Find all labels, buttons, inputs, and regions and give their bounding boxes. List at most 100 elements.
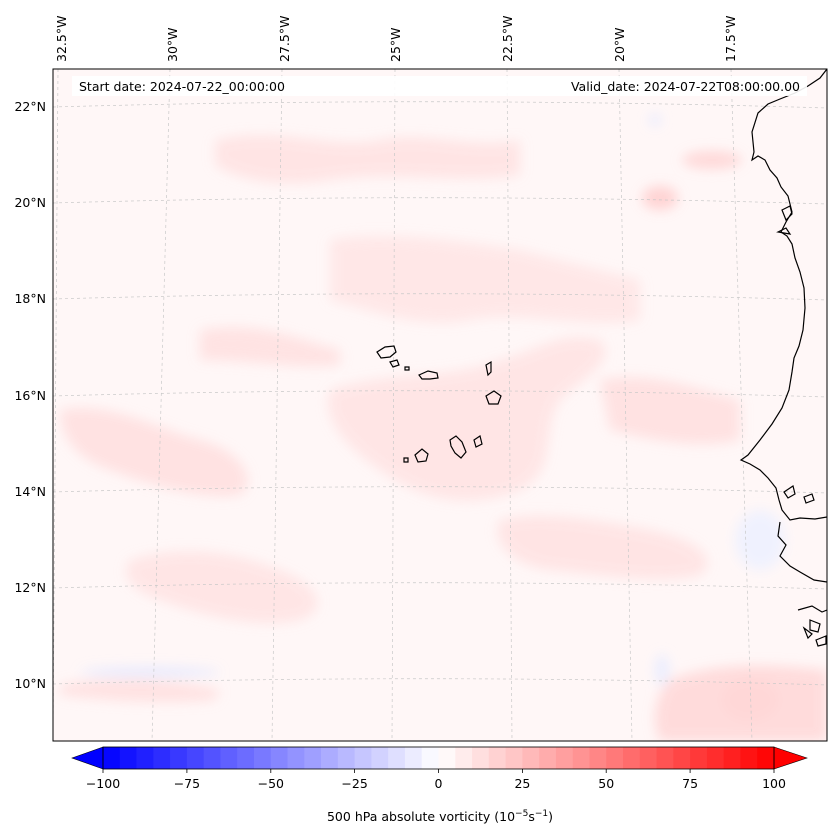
vorticity-field	[53, 69, 827, 741]
lon-label: 20°W	[612, 27, 627, 62]
africa-coastline	[739, 69, 827, 521]
gridline-lat	[53, 197, 827, 205]
colorbar-cell	[354, 747, 372, 769]
valid-date-label: Valid_date: 2024-07-22T08:00:00.00	[571, 79, 800, 94]
colorbar-cell	[321, 747, 339, 769]
gridline-lon	[53, 69, 59, 741]
vorticity-patch	[60, 679, 220, 703]
gridline-lon	[618, 69, 633, 741]
island-sao-vicente	[389, 359, 400, 368]
colorbar-cell	[656, 747, 674, 769]
island	[815, 635, 827, 647]
vorticity-patch	[642, 186, 678, 210]
colorbar-label: 500 hPa absolute vorticity (10−5s−1)	[327, 809, 553, 824]
colorbar-tick: −50	[258, 769, 284, 791]
lon-label: 25°W	[388, 27, 403, 62]
colorbar-cell	[304, 747, 322, 769]
island-santo-antao	[376, 345, 397, 359]
colorbar-tick: 100	[762, 769, 786, 791]
colorbar-cell	[555, 747, 574, 769]
vorticity-patch	[682, 151, 742, 169]
island-fogo	[414, 448, 429, 463]
vorticity-patch	[497, 515, 708, 580]
gridline-lon	[271, 69, 283, 741]
island-brava	[403, 457, 409, 463]
lat-label: 22°N	[14, 99, 46, 114]
map-panel: Start date: 2024-07-22_00:00:00 Valid_da…	[52, 68, 828, 742]
lat-label: 10°N	[14, 676, 46, 691]
colorbar-cell	[371, 747, 389, 769]
island	[802, 626, 813, 640]
coastline	[376, 69, 827, 647]
island	[803, 493, 815, 504]
colorbar-cell	[170, 747, 188, 769]
colorbar-cell	[186, 747, 205, 769]
colorbar-tick-label: 50	[598, 776, 614, 791]
colorbar-cell	[706, 747, 725, 769]
gridline-lat	[53, 390, 827, 398]
colorbar-extend-min	[71, 746, 104, 770]
colorbar-tick: 25	[514, 769, 530, 791]
vorticity-patch-negative	[649, 114, 661, 126]
colorbar-tick: 50	[598, 769, 614, 791]
colorbar-cell	[119, 747, 137, 769]
vorticity-patch-negative	[655, 654, 669, 686]
colorbar-tick-label: 100	[762, 776, 786, 791]
lon-label: 17.5°W	[723, 16, 738, 62]
colorbar-tick: −75	[174, 769, 200, 791]
gridline-lon	[730, 69, 753, 741]
vorticity-patch	[200, 327, 340, 367]
colorbar-cell	[337, 747, 356, 769]
graticule	[53, 69, 827, 741]
gridline-lon	[151, 69, 171, 741]
colorbar-extend-max	[773, 746, 808, 770]
latitude-labels: 22°N 20°N 18°N 16°N 14°N 12°N 10°N	[14, 99, 46, 691]
africa-coastline	[777, 521, 827, 583]
colorbar: −100 −75 −50 −25 0 25	[71, 746, 808, 824]
island	[783, 485, 796, 499]
colorbar-tick-label: −100	[86, 776, 120, 791]
colorbar-cell	[472, 747, 490, 769]
colorbar-label-end: )	[548, 809, 553, 824]
lat-label: 18°N	[14, 291, 46, 306]
vorticity-patch	[328, 337, 606, 501]
gridline-lat	[53, 582, 827, 590]
colorbar-cell	[455, 747, 473, 769]
island-santa-luzia	[404, 366, 410, 371]
date-strip	[72, 76, 807, 96]
gridline-lon	[506, 69, 513, 741]
island	[776, 227, 792, 235]
colorbar-tick-label: 0	[435, 776, 443, 791]
island-maio	[473, 435, 483, 448]
colorbar-cell	[103, 747, 121, 769]
colorbar-tick: 0	[435, 769, 443, 791]
colorbar-tick: −100	[86, 769, 120, 791]
africa-coastline	[797, 605, 827, 613]
colorbar-cell	[505, 747, 523, 769]
colorbar-tick-label: 75	[682, 776, 698, 791]
colorbar-cell	[488, 747, 506, 769]
island-sao-nicolau	[418, 370, 439, 380]
colorbar-cell	[388, 747, 406, 769]
colorbar-tick: −25	[341, 769, 368, 791]
vorticity-patch-negative	[735, 510, 785, 570]
colorbar-cell	[539, 747, 557, 769]
gridline-lat	[53, 293, 827, 301]
lon-label: 27.5°W	[277, 16, 292, 62]
lat-label: 12°N	[14, 580, 46, 595]
colorbar-cell	[757, 747, 775, 769]
colorbar-tick-label: −50	[258, 776, 284, 791]
lon-label: 32.5°W	[54, 16, 69, 62]
colorbar-tick: 75	[682, 769, 698, 791]
lat-label: 16°N	[14, 388, 46, 403]
colorbar-cell	[253, 747, 272, 769]
colorbar-cell	[690, 747, 708, 769]
vorticity-patch-negative	[80, 667, 220, 677]
colorbar-cell	[404, 747, 423, 769]
colorbar-cell	[438, 747, 456, 769]
island-santiago	[449, 435, 467, 459]
colorbar-cells	[103, 747, 775, 769]
colorbar-cell	[153, 747, 171, 769]
colorbar-cell	[220, 747, 238, 769]
colorbar-cell	[421, 747, 439, 769]
